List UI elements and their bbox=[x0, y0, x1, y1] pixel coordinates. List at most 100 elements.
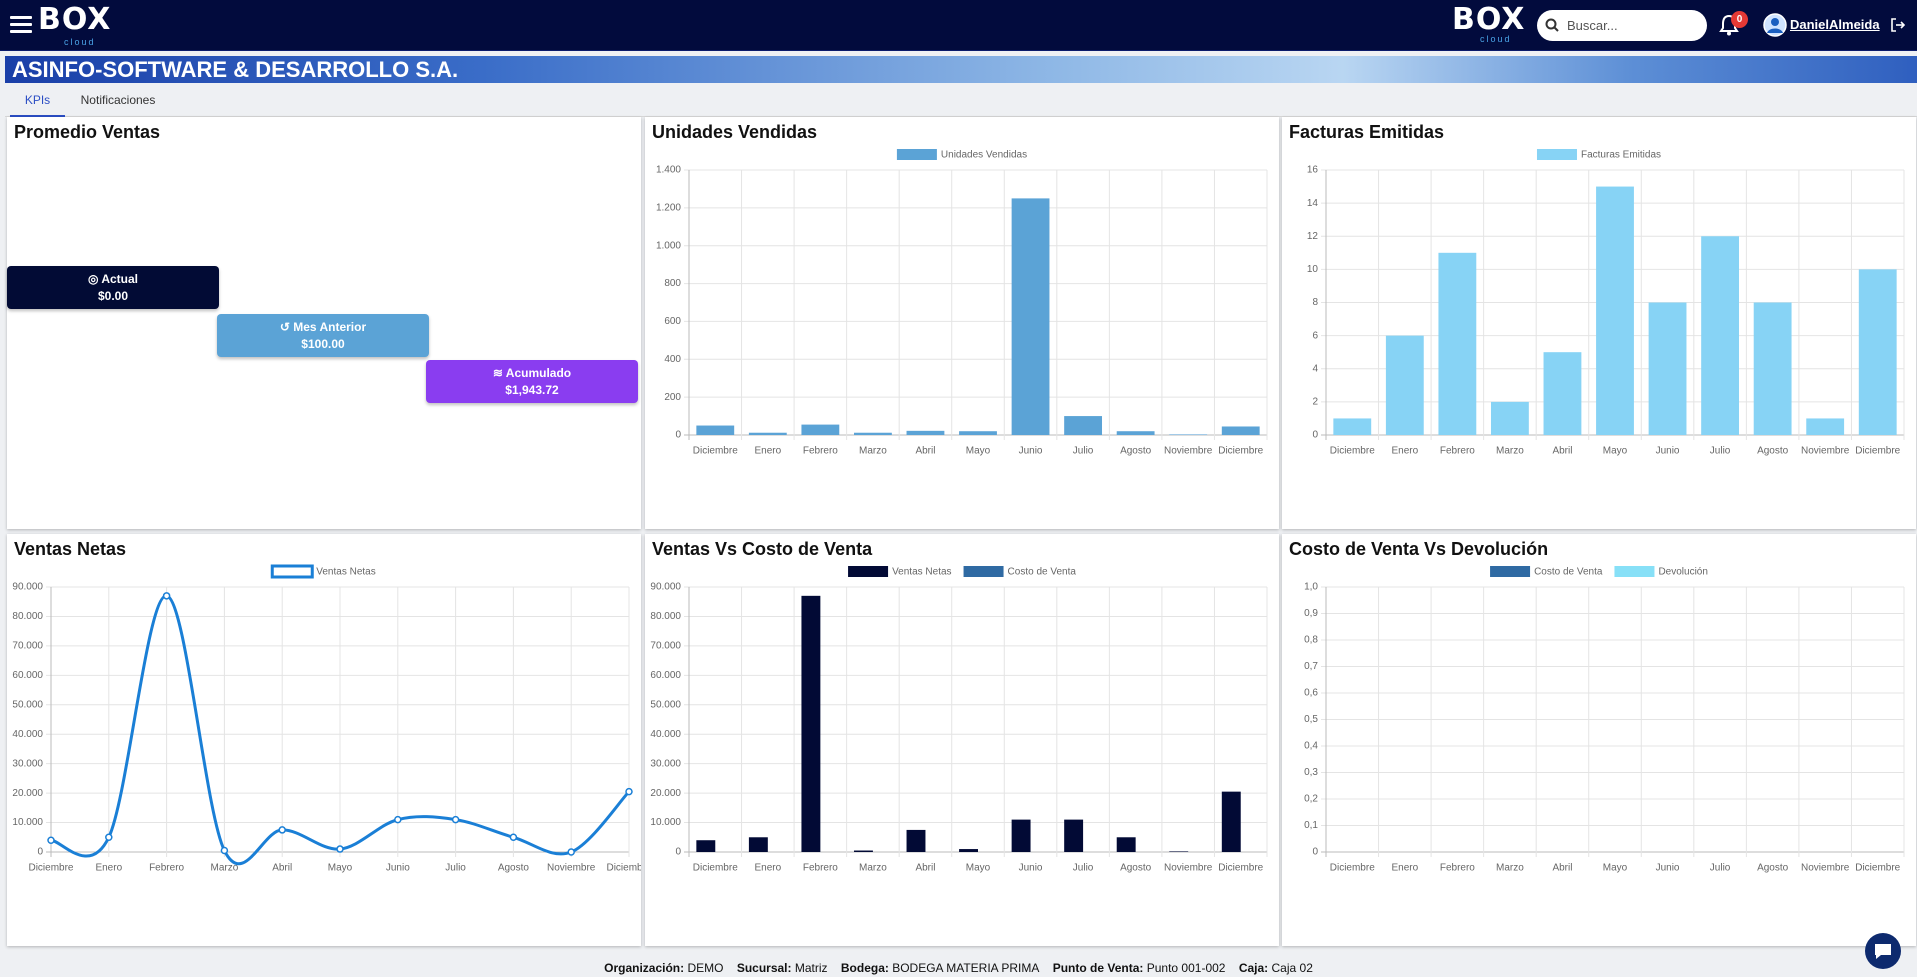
footer-label: Caja: bbox=[1238, 961, 1269, 975]
y-tick-label: 10 bbox=[1307, 264, 1319, 275]
search-placeholder: Buscar... bbox=[1567, 18, 1618, 33]
bar bbox=[959, 849, 978, 852]
legend-swatch bbox=[1614, 566, 1655, 577]
x-tick-label: Abril bbox=[1552, 863, 1572, 874]
chart-title: Facturas Emitidas bbox=[1289, 122, 1445, 142]
logo: BOX bbox=[38, 2, 112, 37]
x-tick-label: Agosto bbox=[1757, 446, 1789, 457]
menu-button[interactable] bbox=[10, 16, 32, 34]
kpi-value: $1,943.72 bbox=[505, 383, 559, 397]
y-tick-label: 4 bbox=[1312, 363, 1318, 374]
x-tick-label: Mayo bbox=[1603, 446, 1628, 457]
x-tick-label: Diciembre bbox=[1218, 446, 1263, 457]
legend-label: Facturas Emitidas bbox=[1581, 150, 1661, 161]
y-tick-label: 0,4 bbox=[1304, 741, 1318, 752]
x-tick-label: Junio bbox=[386, 863, 410, 874]
kpi-card: ↺ Mes Anterior $100.00 bbox=[217, 314, 429, 357]
y-tick-label: 50.000 bbox=[650, 699, 681, 710]
legend-swatch bbox=[963, 566, 1004, 577]
kpi-value: $0.00 bbox=[97, 289, 129, 303]
bar bbox=[906, 829, 926, 852]
x-tick-label: Enero bbox=[1391, 863, 1418, 874]
bar bbox=[1753, 302, 1792, 435]
bar bbox=[906, 430, 945, 435]
bar bbox=[748, 837, 768, 852]
bar bbox=[1221, 426, 1260, 435]
footer: Organización: DEMO Sucursal: Matriz Bode… bbox=[0, 961, 1917, 975]
x-tick-label: Diciembre bbox=[606, 863, 641, 874]
y-tick-label: 0,8 bbox=[1304, 635, 1318, 646]
bar bbox=[1169, 851, 1189, 852]
x-tick-label: Abril bbox=[1552, 446, 1572, 457]
x-tick-label: Mayo bbox=[966, 446, 991, 457]
legend-label: Costo de Venta bbox=[1534, 567, 1603, 578]
tabs: KPIs Notificaciones bbox=[5, 89, 1917, 117]
x-tick-label: Noviembre bbox=[1801, 863, 1850, 874]
logout-button[interactable] bbox=[1890, 17, 1906, 33]
tab[interactable]: KPIs bbox=[10, 89, 65, 117]
footer-label: Bodega: bbox=[840, 961, 889, 975]
footer-value: Matriz bbox=[794, 961, 828, 975]
footer-value: Punto 001-002 bbox=[1146, 961, 1226, 975]
y-tick-label: 10.000 bbox=[650, 817, 681, 828]
y-tick-label: 12 bbox=[1307, 231, 1319, 242]
x-tick-label: Agosto bbox=[498, 863, 530, 874]
bar bbox=[1385, 335, 1424, 435]
bar bbox=[696, 425, 735, 435]
chart-title: Costo de Venta Vs Devolución bbox=[1289, 539, 1549, 559]
x-tick-label: Mayo bbox=[1603, 863, 1628, 874]
chat-icon bbox=[1875, 944, 1891, 959]
x-tick-label: Junio bbox=[1656, 863, 1680, 874]
y-tick-label: 600 bbox=[664, 316, 681, 327]
top-bar: BOX cloud BOX cloud Buscar... 0 DanielAl… bbox=[0, 0, 1917, 51]
point bbox=[278, 826, 286, 834]
chat-button[interactable] bbox=[1865, 933, 1901, 969]
y-tick-label: 16 bbox=[1307, 165, 1319, 176]
legend-swatch bbox=[1536, 149, 1577, 160]
user-avatar[interactable] bbox=[1763, 13, 1787, 37]
panel-title: Promedio Ventas bbox=[14, 122, 161, 142]
x-tick-label: Febrero bbox=[1440, 863, 1475, 874]
footer-label: Organización: bbox=[604, 961, 685, 975]
point bbox=[336, 845, 344, 853]
tab[interactable]: Notificaciones bbox=[80, 93, 156, 107]
y-tick-label: 80.000 bbox=[12, 611, 43, 622]
kpi-card: ≋ Acumulado $1,943.72 bbox=[426, 360, 638, 403]
y-tick-label: 0,3 bbox=[1304, 767, 1318, 778]
bar bbox=[1648, 302, 1687, 435]
y-tick-label: 0 bbox=[675, 430, 681, 441]
footer-value: BODEGA MATERIA PRIMA bbox=[892, 961, 1040, 975]
user-name[interactable]: DanielAlmeida bbox=[1790, 17, 1880, 32]
chart: 0 2 4 6 8 10 12 14 16 Diciembre Enero Febrero Marzo A… bbox=[1307, 149, 1905, 457]
y-tick-label: 0,6 bbox=[1304, 688, 1318, 699]
x-tick-label: Julio bbox=[1073, 446, 1094, 457]
x-tick-label: Junio bbox=[1019, 863, 1043, 874]
y-tick-label: 1,0 bbox=[1304, 582, 1318, 593]
y-tick-label: 70.000 bbox=[650, 641, 681, 652]
x-tick-label: Junio bbox=[1656, 446, 1680, 457]
x-tick-label: Diciembre bbox=[28, 863, 73, 874]
x-tick-label: Agosto bbox=[1120, 863, 1152, 874]
kpi-label-text: Acumulado bbox=[505, 366, 572, 380]
y-tick-label: 0,5 bbox=[1304, 714, 1318, 725]
logo-sub: cloud bbox=[1480, 34, 1512, 44]
point bbox=[162, 592, 171, 600]
y-tick-label: 50.000 bbox=[12, 699, 43, 710]
y-tick-label: 8 bbox=[1312, 297, 1318, 308]
y-tick-label: 0,9 bbox=[1304, 608, 1318, 619]
y-tick-label: 30.000 bbox=[12, 758, 43, 769]
kpi-panel: Promedio Ventas ◎ Actual $0.00 ↺ Mes Ant… bbox=[7, 117, 641, 529]
x-tick-label: Noviembre bbox=[547, 863, 596, 874]
x-tick-label: Marzo bbox=[1496, 446, 1524, 457]
x-tick-label: Mayo bbox=[966, 863, 991, 874]
bar bbox=[1064, 819, 1084, 852]
y-tick-label: 2 bbox=[1312, 397, 1318, 408]
x-tick-label: Diciembre bbox=[1855, 446, 1900, 457]
y-tick-label: 0,1 bbox=[1304, 820, 1318, 831]
point bbox=[567, 848, 575, 856]
x-tick-label: Diciembre bbox=[1330, 863, 1375, 874]
company-name: ASINFO-SOFTWARE & DESARROLLO S.A. bbox=[12, 57, 459, 82]
x-tick-label: Febrero bbox=[149, 863, 184, 874]
search-box[interactable]: Buscar... bbox=[1537, 10, 1707, 41]
